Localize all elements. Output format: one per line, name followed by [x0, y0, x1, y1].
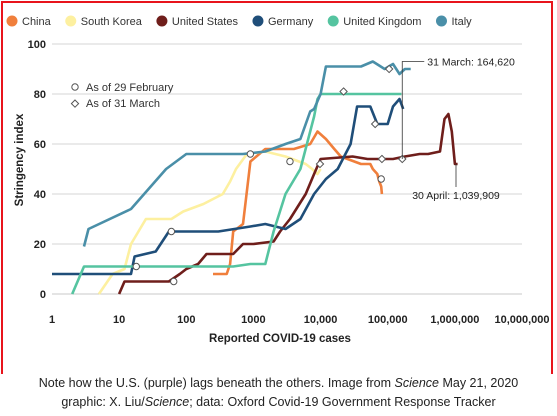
x-tick-label: 10,000,000 [494, 314, 549, 326]
x-tick-label: 10 [113, 314, 125, 326]
legend-swatch [435, 15, 447, 27]
legend-swatch [327, 15, 339, 27]
y-tick-label: 20 [34, 239, 46, 251]
legend-swatch [156, 15, 168, 27]
legend-label: South Korea [81, 16, 143, 28]
legend-label: Italy [451, 16, 472, 28]
y-tick-label: 40 [34, 189, 46, 201]
caption-line-2: graphic: X. Liu/Science; data: Oxford Co… [0, 393, 557, 412]
y-tick-label: 80 [34, 89, 46, 101]
caption-text: Note how the U.S. (purple) lags beneath … [38, 376, 395, 390]
marker-31-march [339, 87, 348, 96]
marker-29-february [132, 262, 140, 271]
marker-29-february [246, 150, 255, 158]
marker-31-march [315, 159, 325, 169]
series-line-united-states [117, 112, 458, 295]
marker-31-march [377, 154, 387, 164]
markers [132, 64, 407, 286]
annotations: 31 March: 164,620 30 April: 1,039,909 [401, 57, 515, 202]
series-line-germany [52, 97, 405, 276]
marker-29-february [170, 277, 178, 286]
x-tick-label: 1000 [241, 314, 265, 326]
x-axis-title: Reported COVID-19 cases [209, 333, 351, 345]
caption-text: May 21, 2020 [439, 376, 519, 390]
annotation-leader [401, 61, 425, 159]
x-tick-label: 100 [177, 314, 195, 326]
marker-29-february [377, 175, 385, 183]
series-line-south-korea [97, 150, 322, 295]
x-tick-label: 100,000 [368, 314, 408, 326]
legend-label: China [22, 16, 52, 28]
y-tick-labels: 0 20 40 60 80 100 [28, 39, 46, 301]
caption-text: ; data: Oxford Covid-19 Government Respo… [189, 395, 496, 409]
marker-legend: As of 29 February As of 31 March [70, 82, 174, 110]
series-lines [52, 60, 458, 295]
caption-line-1: Note how the U.S. (purple) lags beneath … [0, 374, 557, 393]
caption: Note how the U.S. (purple) lags beneath … [0, 374, 557, 412]
x-tick-label: 1,000,000 [430, 314, 479, 326]
y-tick-label: 0 [40, 289, 46, 301]
annotation-30-april: 30 April: 1,039,909 [412, 190, 500, 202]
caption-source: Science [394, 376, 439, 390]
marker-31-march [384, 64, 394, 74]
legend-label: United States [172, 16, 239, 28]
marker-legend-diamond [70, 99, 80, 108]
caption-source: Science [144, 395, 190, 409]
stringency-chart: 0 20 40 60 80 100 1 10 100 1000 10,000 100,000 1,00… [6, 15, 550, 345]
y-tick-label: 100 [28, 39, 46, 51]
legend-label: Germany [268, 16, 314, 28]
legend-swatch [252, 15, 264, 27]
series-line-united-kingdom [71, 92, 402, 295]
marker-29-february [286, 157, 294, 166]
legend: China South Korea United States Germany Unit… [6, 15, 472, 28]
marker-legend-diamond-label: As of 31 March [86, 98, 160, 110]
x-tick-label: 10,000 [304, 314, 338, 326]
marker-legend-circle [71, 83, 79, 91]
marker-29-february [167, 227, 176, 236]
legend-swatch [65, 15, 77, 27]
x-tick-labels: 1 10 100 1000 10,000 100,000 1,000,000 10,000,0… [49, 314, 550, 326]
y-tick-label: 60 [34, 139, 46, 151]
legend-label: United Kingdom [343, 16, 421, 28]
caption-text: graphic: X. Liu/ [61, 395, 145, 409]
marker-legend-circle-label: As of 29 February [86, 82, 174, 94]
y-axis-title: Stringency index [14, 113, 26, 206]
legend-swatch [6, 15, 18, 27]
series-line-italy [82, 60, 411, 247]
x-tick-label: 1 [49, 314, 55, 326]
marker-31-march [370, 119, 380, 129]
annotation-31-march: 31 March: 164,620 [427, 57, 515, 69]
